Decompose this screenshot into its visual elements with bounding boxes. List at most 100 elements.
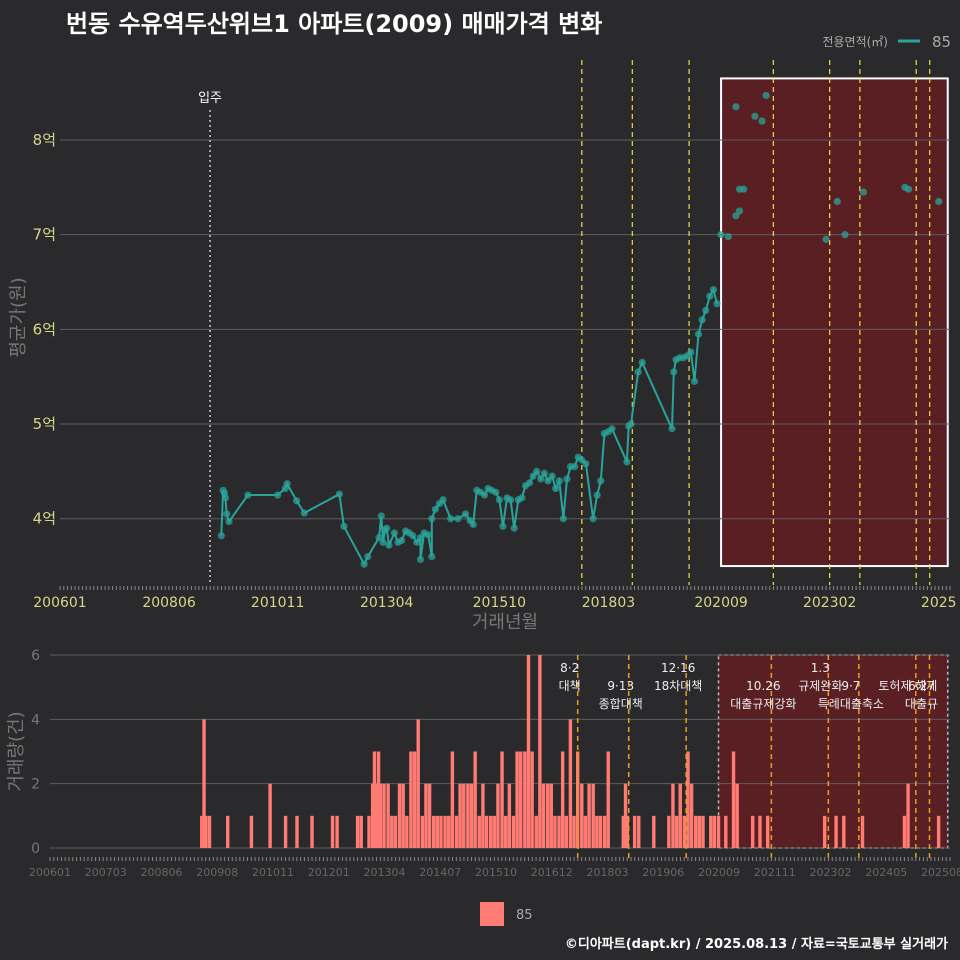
x-tick-label: 201803 [582,595,635,611]
policy-text-label: 대책 [559,678,581,693]
policy-text-label: 종합대책 [599,696,643,711]
price-point [582,460,590,468]
bar-y-tick-label: 2 [31,777,40,793]
volume-bar [507,783,512,848]
volume-bar [553,815,557,848]
price-point [732,103,740,111]
volume-bar [367,815,371,848]
volume-bar [295,815,299,848]
price-point [397,536,406,545]
volume-bar [766,815,770,848]
price-point [698,316,706,324]
volume-bar [598,815,603,848]
policy-date-label: 6.27 [908,679,935,693]
price-point [518,494,526,502]
price-point [694,330,703,338]
volume-bar [632,815,637,848]
volume-bar [204,815,208,848]
price-point [740,185,748,193]
volume-bar [758,815,762,848]
volume-bar [568,719,573,848]
price-point [385,541,393,549]
volume-bar [207,815,212,848]
price-point [904,185,913,193]
price-point [762,91,770,100]
volume-bar [405,815,409,848]
volume-bar [393,815,398,848]
x-tick-label: 202009 [694,595,747,611]
volume-bar [390,815,394,848]
volume-bar [382,783,386,848]
volume-bar [370,783,375,848]
volume-bar [226,815,230,848]
volume-bar [431,815,436,848]
volume-bar [602,815,607,848]
volume-bar [503,815,508,848]
price-point [735,207,744,215]
price-point [292,497,301,505]
price-point [713,300,721,308]
price-point [597,477,605,485]
bar-y-tick-label: 4 [31,712,40,728]
bar-x-tick-label: 202508 [921,866,960,879]
y-tick-label: 8억 [33,131,56,149]
volume-bar [523,751,527,848]
price-point [548,472,556,480]
price-point [571,463,579,471]
volume-bar [355,815,360,848]
price-point [608,425,616,433]
volume-bar [458,783,462,848]
price-point [377,512,385,520]
volume-bar [420,815,425,848]
volume-bar [541,783,546,848]
price-point [758,117,766,125]
volume-bar [268,783,272,848]
bar-x-tick-label: 202302 [810,866,852,879]
price-point [552,484,560,493]
volume-bar [416,719,420,848]
volume-bar [822,815,827,848]
price-point [717,231,725,239]
volume-bar [583,815,588,848]
volume-bar [674,815,679,848]
policy-text-label: 토허제 해제 [878,679,937,693]
price-point [589,515,597,523]
price-point [360,560,368,568]
volume-bar [694,815,698,848]
highlight-region [720,77,949,568]
volume-bar [519,751,523,848]
price-point [822,235,830,243]
price-point [375,534,383,542]
volume-bar [372,751,377,848]
volume-bar [606,751,610,848]
price-point [217,532,225,540]
volume-bar [488,815,493,848]
price-point [690,377,699,386]
price-point [833,197,841,206]
policy-date-label: 9·13 [607,679,634,693]
volume-bar [731,751,736,848]
legend-title: 전용면적(㎡) [822,35,888,49]
price-point [447,515,455,523]
bar-x-tick-label: 201407 [419,866,461,879]
movein-label: 입주 [198,91,222,106]
policy-text-label: 대출규 [905,697,938,711]
volume-bar [496,783,500,848]
price-point [706,292,714,300]
price-point [439,496,447,504]
price-point [283,480,291,488]
volume-bar [530,751,534,848]
volume-bar [401,783,405,848]
volume-bar [466,783,470,848]
volume-bar [580,783,584,848]
price-point [300,509,308,517]
volume-bar [330,815,335,848]
price-point [244,491,252,499]
price-point [335,490,343,498]
price-point [409,532,417,540]
footer-credit: ©디아파트(dapt.kr) / 2025.08.13 / 자료=국토교통부 실… [564,937,948,952]
volume-bar [335,815,339,848]
volume-bar [283,815,288,848]
price-point [469,520,477,528]
volume-bar [621,815,625,848]
